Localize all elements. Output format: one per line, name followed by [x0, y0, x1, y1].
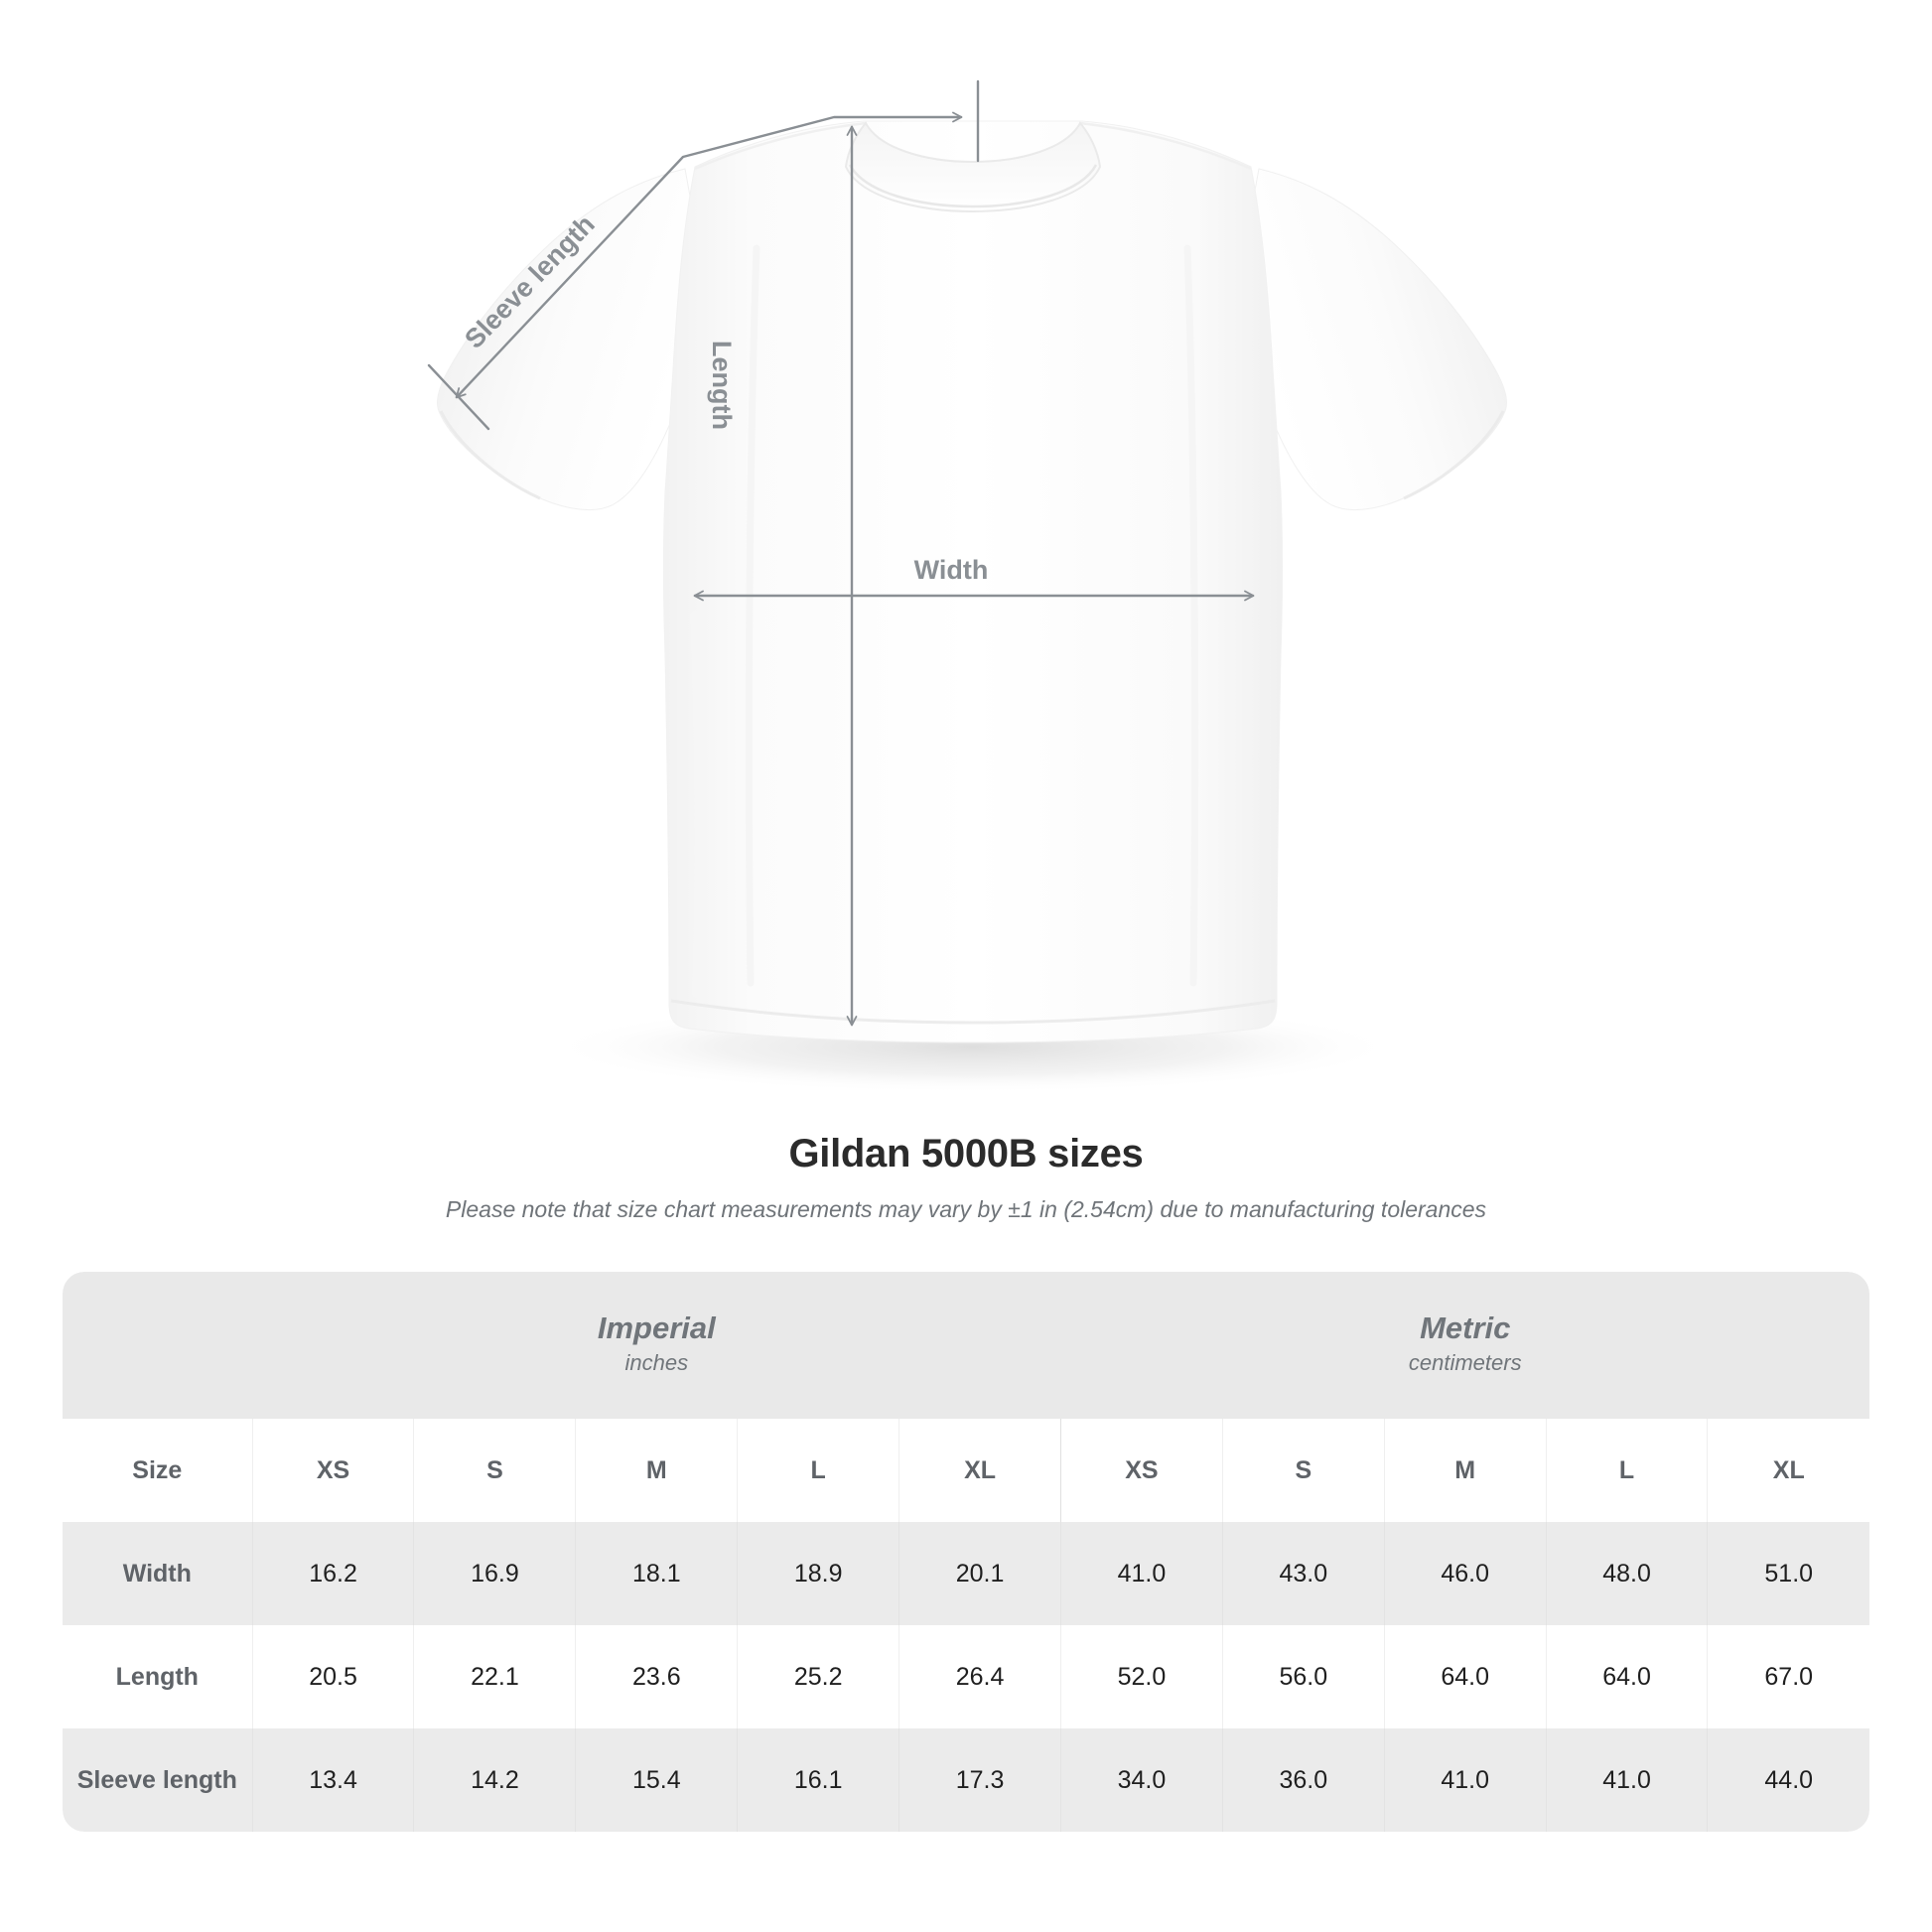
page-title: Gildan 5000B sizes: [788, 1132, 1144, 1175]
row-label-width: Width: [63, 1522, 253, 1625]
column-header-imperial-l: L: [737, 1419, 899, 1522]
tolerance-note: Please note that size chart measurements…: [445, 1196, 1487, 1222]
cell-length-imperial-l: 25.2: [737, 1625, 899, 1728]
cell-sleeve-length-imperial-l: 16.1: [737, 1728, 899, 1832]
column-header-metric-m: M: [1383, 1419, 1547, 1522]
cell-length-imperial-s: 22.1: [413, 1625, 576, 1728]
cell-width-metric-l: 48.0: [1545, 1522, 1708, 1625]
measurement-annotations: [427, 79, 1255, 1027]
cell-width-imperial-xs: 16.2: [251, 1522, 414, 1625]
cell-length-metric-s: 56.0: [1221, 1625, 1385, 1728]
unit-system-unit: centimeters: [1408, 1350, 1522, 1376]
row-label-sleeve-length: Sleeve length: [63, 1728, 253, 1832]
cell-sleeve-length-imperial-xl: 17.3: [898, 1728, 1061, 1832]
fabric-fold: [1183, 244, 1199, 987]
cell-width-imperial-xl: 20.1: [898, 1522, 1061, 1625]
cell-sleeve-length-metric-s: 36.0: [1221, 1728, 1385, 1832]
tshirt-diagram: Sleeve length Length Width: [427, 79, 1508, 1093]
cell-width-metric-s: 43.0: [1221, 1522, 1385, 1625]
table-row: Length 20.5 22.1 23.6 25.2 26.4 52.0 56.0 64.0 64…: [63, 1625, 1869, 1728]
size-chart-table: Imperial inches Metric centimeters Size XS S M L…: [63, 1272, 1869, 1832]
column-header-imperial-s: S: [413, 1419, 576, 1522]
bottom-hem: [670, 999, 1276, 1025]
tshirt-illustration: Sleeve length Length Width: [427, 79, 1508, 1093]
cell-width-metric-xl: 51.0: [1707, 1522, 1869, 1625]
unit-system-name: Imperial: [597, 1310, 716, 1345]
right-shoulder-seam: [1079, 121, 1252, 171]
row-label-length: Length: [63, 1625, 253, 1728]
column-header-imperial-m: M: [575, 1419, 738, 1522]
cell-length-metric-xs: 52.0: [1059, 1625, 1223, 1728]
cell-length-metric-m: 64.0: [1383, 1625, 1547, 1728]
length-label: Length: [707, 341, 737, 430]
cell-length-imperial-m: 23.6: [575, 1625, 738, 1728]
sleeve-length-start-tick: [427, 363, 490, 431]
cell-sleeve-length-metric-xs: 34.0: [1059, 1728, 1223, 1832]
unit-system-metric: Metric centimeters: [1060, 1272, 1869, 1419]
column-header-metric-l: L: [1545, 1419, 1708, 1522]
sleeve-length-arrow: [455, 111, 963, 399]
table-row: Sleeve length 13.4 14.2 15.4 16.1 17.3 34.0 36.…: [63, 1728, 1869, 1832]
right-sleeve: [1245, 168, 1508, 511]
size-chart-table-container: Imperial inches Metric centimeters Size XS S M L…: [63, 1272, 1869, 1832]
cell-width-metric-xs: 41.0: [1059, 1522, 1223, 1625]
column-header-metric-s: S: [1221, 1419, 1385, 1522]
cell-length-metric-xl: 67.0: [1707, 1625, 1869, 1728]
column-header-metric-xl: XL: [1707, 1419, 1869, 1522]
cell-sleeve-length-imperial-s: 14.2: [413, 1728, 576, 1832]
width-label: Width: [914, 555, 989, 585]
cell-length-imperial-xl: 26.4: [898, 1625, 1061, 1728]
column-header-imperial-xs: XS: [251, 1419, 414, 1522]
unit-system-imperial: Imperial inches: [252, 1272, 1061, 1419]
unit-banner-row: Imperial inches Metric centimeters: [63, 1272, 1869, 1419]
unit-banner-spacer: [63, 1272, 253, 1419]
caption-block: Gildan 5000B sizes Please note that size…: [0, 1132, 1932, 1223]
column-header-metric-xs: XS: [1059, 1419, 1223, 1522]
right-sleeve-hem: [1403, 410, 1505, 500]
cell-length-imperial-xs: 20.5: [251, 1625, 414, 1728]
size-header-label: Size: [63, 1419, 253, 1522]
table-row: Width 16.2 16.9 18.1 18.9 20.1 41.0 43.0 46.0 48.…: [63, 1522, 1869, 1625]
fabric-fold: [690, 611, 705, 998]
cell-sleeve-length-metric-m: 41.0: [1383, 1728, 1547, 1832]
size-header-row: Size XS S M L XL XS S M L XL: [63, 1419, 1869, 1522]
cell-sleeve-length-imperial-xs: 13.4: [251, 1728, 414, 1832]
cell-length-metric-l: 64.0: [1545, 1625, 1708, 1728]
cell-width-imperial-l: 18.9: [737, 1522, 899, 1625]
cell-width-imperial-m: 18.1: [575, 1522, 738, 1625]
cell-sleeve-length-metric-xl: 44.0: [1707, 1728, 1869, 1832]
left-sleeve-hem: [439, 410, 541, 500]
cell-width-metric-m: 46.0: [1383, 1522, 1547, 1625]
unit-system-name: Metric: [1420, 1310, 1511, 1345]
unit-system-unit: inches: [624, 1350, 689, 1376]
cell-width-imperial-s: 16.9: [413, 1522, 576, 1625]
column-header-imperial-xl: XL: [898, 1419, 1061, 1522]
cell-sleeve-length-metric-l: 41.0: [1545, 1728, 1708, 1832]
cell-sleeve-length-imperial-m: 15.4: [575, 1728, 738, 1832]
